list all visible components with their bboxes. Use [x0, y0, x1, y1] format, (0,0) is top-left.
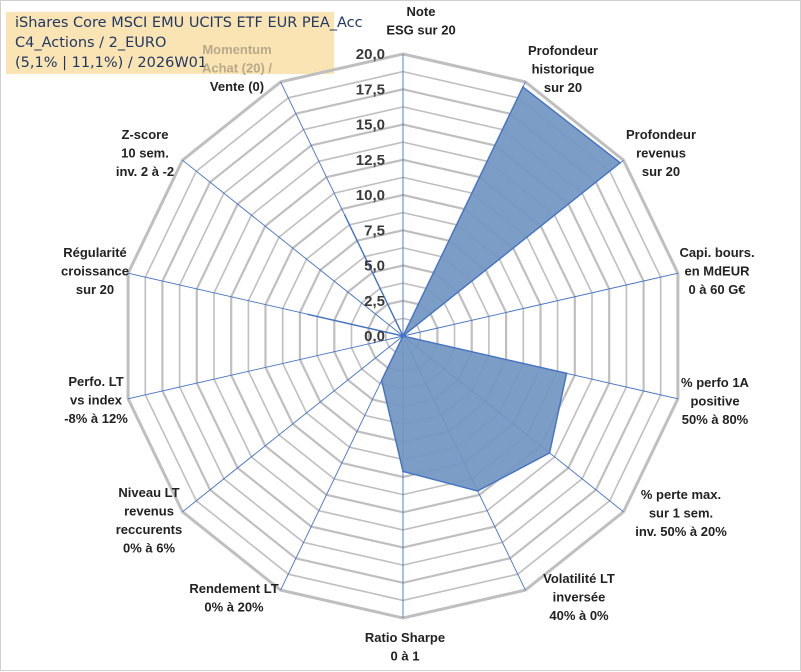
radar-point — [380, 379, 383, 382]
title-line-2: C4_Actions / 2_EURO — [15, 35, 167, 51]
radar-point — [522, 86, 524, 88]
axis-label: sur 1 sem. — [649, 506, 713, 521]
axis-label: 40% à 0% — [549, 608, 609, 623]
axis-label: Rendement LT — [189, 581, 278, 596]
tick-label: 7,5 — [364, 222, 385, 239]
axis-label: historique — [532, 62, 595, 77]
axis-label: 50% à 80% — [682, 412, 749, 427]
axis-label: 0 à 1 — [391, 649, 420, 664]
axis-label: Capi. bours. — [679, 245, 754, 260]
radar-point — [402, 335, 404, 337]
axis-label: Ratio Sharpe — [365, 630, 445, 645]
axis-label: Niveau LT — [118, 485, 179, 500]
axis-label: % perfo 1A — [681, 375, 750, 390]
title-line-3: (5,1% | 11,1%) / 2026W01 — [15, 55, 208, 71]
axis-label: revenus — [636, 146, 686, 161]
axis-label: en MdEUR — [685, 264, 751, 279]
tick-label: 20,0 — [356, 46, 385, 63]
axis-label: Momentum — [202, 42, 271, 57]
tick-label: 0,0 — [364, 328, 385, 345]
axis-label: inv. 2 à -2 — [116, 164, 174, 179]
tick-label: 17,5 — [356, 81, 385, 98]
radar-point — [307, 313, 309, 316]
radar-point — [619, 162, 621, 164]
tick-label: 12,5 — [356, 152, 385, 169]
axis-label: vs index — [70, 393, 123, 408]
axis-label: ESG sur 20 — [386, 23, 455, 38]
tick-label: 5,0 — [364, 258, 385, 275]
radar-point — [565, 372, 568, 375]
axis-label: Régularité — [63, 245, 127, 260]
axis-label: Profondeur — [626, 127, 696, 142]
radar-axis-labels: Note ESG sur 20 Profondeur historique sur 20… — [61, 4, 755, 664]
axis-label: Vente (0) — [210, 79, 264, 94]
radar-spoke — [182, 335, 404, 513]
axis-label: revenus — [124, 504, 174, 519]
radar-point — [548, 452, 551, 454]
radar-series — [307, 85, 622, 492]
radar-series-area — [307, 85, 622, 492]
axis-label: Note — [407, 4, 436, 19]
axis-label: % perte max. — [641, 487, 721, 502]
radar-spoke — [182, 159, 404, 337]
axis-label: 0% à 20% — [204, 600, 264, 615]
axis-label: Z-score — [122, 127, 169, 142]
axis-label: reccurents — [116, 522, 182, 537]
axis-label: croissance — [61, 264, 129, 279]
radar-spoke — [127, 335, 404, 400]
axis-label: positive — [690, 394, 739, 409]
radar-point — [476, 490, 479, 492]
radar-spoke — [402, 272, 679, 337]
axis-label: 0% à 6% — [123, 541, 175, 556]
title-line-1: iShares Core MSCI EMU UCITS ETF EUR PEA_… — [15, 15, 363, 31]
axis-label: inv. 50% à 20% — [635, 524, 727, 539]
axis-label: -8% à 12% — [64, 411, 128, 426]
radar-point — [344, 214, 346, 217]
axis-label: 0 à 60 G€ — [688, 282, 745, 297]
axis-label: sur 20 — [642, 164, 680, 179]
axis-label: sur 20 — [544, 80, 582, 95]
axis-label: inversée — [553, 590, 606, 605]
radar-point — [402, 470, 404, 473]
tick-label: 2,5 — [364, 293, 385, 310]
axis-label: sur 20 — [76, 282, 114, 297]
radar-tick-labels: 0,0 2,5 5,0 7,5 10,0 12,5 15,0 17,5 20,0 — [356, 46, 385, 345]
axis-label: Volatilité LT — [543, 571, 615, 586]
title-box: iShares Core MSCI EMU UCITS ETF EUR PEA_… — [6, 12, 363, 74]
axis-label: 10 sem. — [121, 146, 169, 161]
tick-label: 10,0 — [356, 187, 385, 204]
axis-label: Perfo. LT — [68, 374, 123, 389]
tick-label: 15,0 — [356, 117, 385, 134]
axis-label: Achat (20) / — [202, 61, 272, 76]
axis-label: Profondeur — [528, 43, 598, 58]
